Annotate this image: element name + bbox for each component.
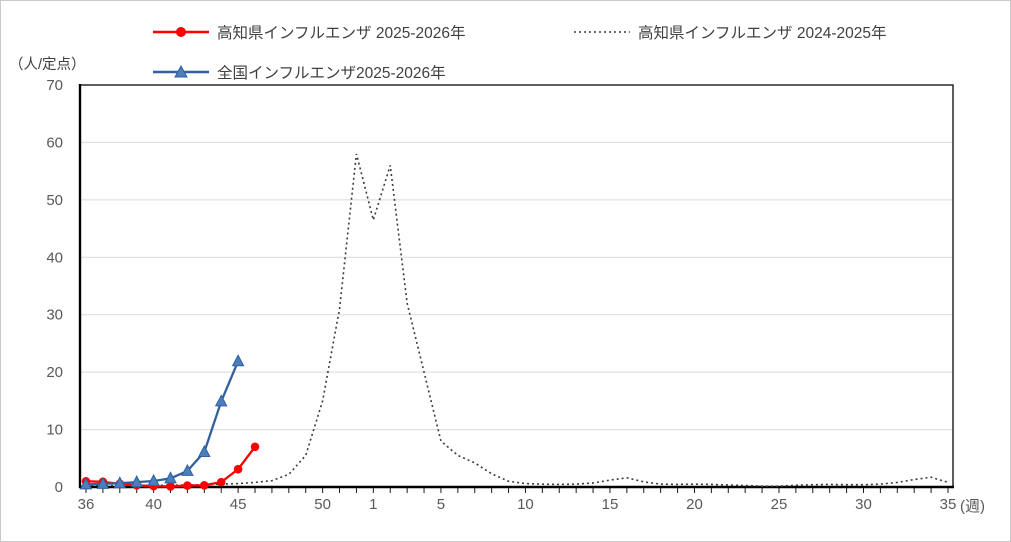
y-tick-label: 60 xyxy=(46,134,63,151)
data-point-triangle xyxy=(214,394,228,407)
data-point-circle xyxy=(200,480,209,490)
x-tick-label: 25 xyxy=(771,496,788,513)
data-point-circle xyxy=(233,464,243,474)
series-line-2 xyxy=(85,360,240,486)
data-point-circle xyxy=(166,482,175,491)
plot-border xyxy=(79,84,954,488)
x-tick-label: 30 xyxy=(855,496,872,513)
x-tick-label: 35 xyxy=(940,496,957,513)
data-point-triangle xyxy=(130,475,144,488)
data-point-triangle xyxy=(197,444,211,457)
data-point-circle xyxy=(250,442,260,452)
legend-label: 高知県インフルエンザ 2024-2025年 xyxy=(638,25,887,42)
y-tick-label: 20 xyxy=(46,364,63,381)
data-point-triangle xyxy=(147,473,160,486)
data-point-circle xyxy=(183,481,192,490)
x-tick-label: 10 xyxy=(517,496,534,513)
blue-line-triangle-marker-swatch xyxy=(153,65,209,78)
x-tick-label: 36 xyxy=(78,496,95,513)
y-tick-label: 40 xyxy=(46,249,63,266)
series-line-1 xyxy=(85,153,949,487)
x-tick-label: 1 xyxy=(369,496,377,513)
red-line-circle-marker-swatch xyxy=(153,27,209,37)
legend-label: 全国インフルエンザ2025-2026年 xyxy=(217,65,446,82)
data-point-triangle xyxy=(231,354,245,367)
data-point-triangle xyxy=(164,471,177,484)
x-tick-label: 20 xyxy=(686,496,703,513)
data-point-triangle xyxy=(96,476,110,489)
x-tick-label: 40 xyxy=(145,496,162,513)
dotted-line-swatch xyxy=(574,31,630,33)
y-tick-label: 30 xyxy=(46,307,63,324)
legend-item-kochi-2025-2026: 高知県インフルエンザ 2025-2026年 xyxy=(153,22,465,42)
x-tick-label: 50 xyxy=(314,496,331,513)
legend-item-national-2025-2026: 全国インフルエンザ2025-2026年 xyxy=(153,62,446,82)
y-axis-unit-label: （人/定点） xyxy=(9,57,86,73)
legend-label: 高知県インフルエンザ 2025-2026年 xyxy=(217,25,466,42)
legend-item-kochi-2024-2025: 高知県インフルエンザ 2024-2025年 xyxy=(574,22,886,42)
x-tick-label: 15 xyxy=(602,496,619,513)
x-axis-unit-label: (週) xyxy=(960,498,985,515)
data-point-triangle xyxy=(113,476,127,489)
data-point-circle xyxy=(216,477,226,487)
data-point-triangle xyxy=(79,477,93,490)
y-tick-label: 10 xyxy=(46,422,63,439)
data-point-triangle xyxy=(181,463,194,476)
y-tick-label: 0 xyxy=(55,479,63,496)
x-tick-label: 45 xyxy=(230,496,247,513)
y-tick-label: 70 xyxy=(46,77,63,94)
x-tick-label: 5 xyxy=(437,496,445,513)
y-tick-label: 50 xyxy=(46,192,63,209)
